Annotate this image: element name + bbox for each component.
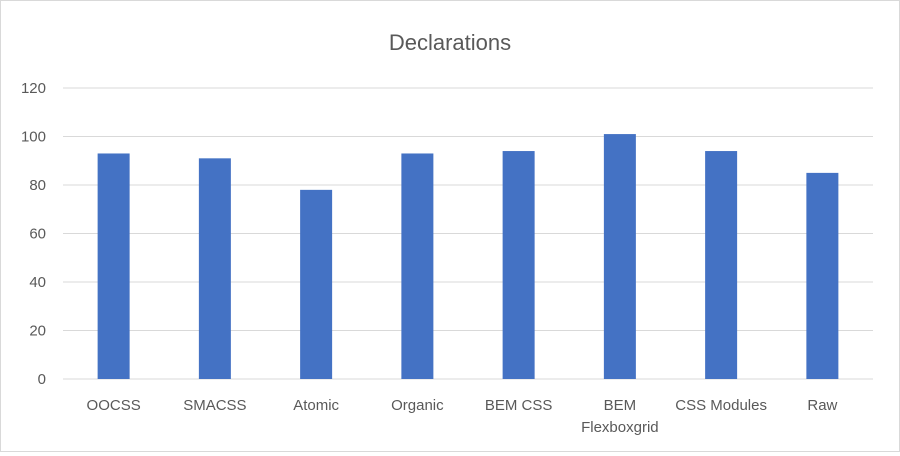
- gridlines: [63, 87, 873, 380]
- x-category-label: Atomic: [293, 397, 339, 414]
- y-tick-label: 0: [38, 371, 46, 388]
- bars: [97, 134, 839, 379]
- x-category-label: BEM CSS: [485, 397, 553, 414]
- y-tick-label: 60: [29, 226, 46, 243]
- y-tick-label: 80: [29, 177, 46, 194]
- y-tick-label: 120: [21, 80, 46, 97]
- bar-bem-flexboxgrid: [603, 134, 636, 379]
- y-tick-label: 40: [29, 274, 46, 291]
- bar-organic: [401, 153, 434, 379]
- y-axis-tick-labels: 0 20 40 60 80 100 120: [21, 80, 46, 388]
- x-category-label: OOCSS: [87, 397, 141, 414]
- y-tick-label: 100: [21, 129, 46, 146]
- bar-atomic: [300, 189, 333, 379]
- bar-bem-css: [502, 151, 535, 379]
- chart-title: Declarations: [389, 30, 511, 55]
- bar-css-modules: [705, 151, 738, 379]
- bar-raw: [806, 172, 839, 379]
- y-tick-label: 20: [29, 323, 46, 340]
- x-axis-category-labels: OOCSS SMACSS Atomic Organic BEM CSS BEM Flexbo…: [87, 397, 838, 436]
- x-category-label: CSS Modules: [675, 397, 767, 414]
- x-category-label: BEM Flexboxgrid: [581, 397, 659, 436]
- x-category-label: SMACSS: [183, 397, 246, 414]
- x-category-label: Raw: [807, 397, 837, 414]
- bar-smacss: [198, 158, 231, 379]
- bar-oocss: [97, 153, 130, 379]
- x-category-label: Organic: [391, 397, 444, 414]
